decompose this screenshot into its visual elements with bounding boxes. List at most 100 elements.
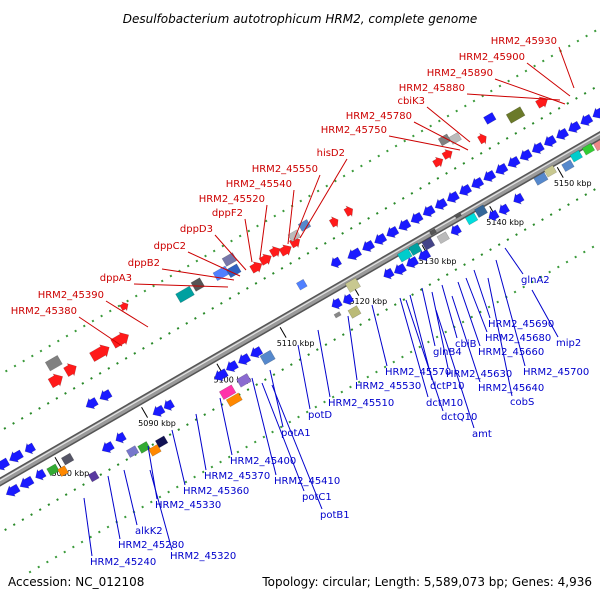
reverse-gene-label[interactable]: HRM2_45400 (230, 456, 296, 467)
gene-feature[interactable] (432, 155, 446, 170)
gene-feature[interactable] (0, 456, 11, 473)
gene-feature[interactable] (448, 223, 463, 238)
gene-feature[interactable] (268, 244, 283, 259)
gene-feature[interactable] (333, 311, 342, 319)
gene-feature[interactable] (87, 470, 100, 483)
gene-feature[interactable] (541, 134, 557, 150)
reverse-gene-label[interactable]: HRM2_45680 (485, 333, 551, 344)
reverse-gene-label[interactable]: HRM2_45690 (488, 319, 554, 330)
gene-feature[interactable] (481, 169, 497, 185)
forward-gene-label[interactable]: dppD3 (180, 224, 213, 235)
forward-gene-label[interactable]: HRM2_45930 (491, 36, 557, 47)
gene-feature[interactable] (483, 112, 497, 125)
gene-feature[interactable] (384, 225, 400, 241)
gene-feature[interactable] (372, 232, 388, 248)
gene-feature[interactable] (444, 190, 460, 206)
gene-feature[interactable] (359, 239, 376, 255)
gene-feature[interactable] (397, 247, 413, 263)
reverse-gene-label[interactable]: HRM2_45330 (155, 500, 221, 511)
gene-feature[interactable] (486, 208, 501, 223)
reverse-gene-label[interactable]: HRM2_45360 (183, 486, 249, 497)
gene-feature[interactable] (3, 482, 21, 499)
reverse-gene-label[interactable]: HRM2_45640 (478, 383, 544, 394)
gene-feature[interactable] (235, 352, 252, 368)
reverse-gene-label[interactable]: glnA2 (521, 275, 550, 286)
gene-feature[interactable] (17, 474, 35, 491)
gene-feature[interactable] (345, 246, 363, 263)
gene-feature[interactable] (396, 218, 412, 234)
gene-feature[interactable] (474, 204, 488, 218)
forward-gene-label[interactable]: HRM2_45750 (321, 125, 387, 136)
gene-feature[interactable] (44, 355, 63, 372)
reverse-gene-label[interactable]: HRM2_45700 (523, 367, 589, 378)
reverse-gene-label[interactable]: HRM2_45320 (170, 551, 236, 562)
forward-gene-label[interactable]: HRM2_45890 (427, 68, 493, 79)
forward-gene-label[interactable]: cbiK3 (397, 96, 425, 107)
reverse-gene-label[interactable]: potD (308, 410, 332, 421)
forward-gene-label[interactable]: HRM2_45380 (11, 306, 77, 317)
gene-feature[interactable] (63, 360, 80, 378)
gene-feature[interactable] (249, 259, 265, 275)
reverse-gene-label[interactable]: potA1 (281, 428, 311, 439)
reverse-gene-label[interactable]: HRM2_45280 (118, 540, 184, 551)
gene-feature[interactable] (297, 219, 312, 232)
gene-feature[interactable] (590, 106, 600, 122)
gene-feature[interactable] (436, 231, 450, 245)
gene-feature[interactable] (328, 255, 343, 270)
gene-feature[interactable] (60, 452, 75, 466)
gene-feature[interactable] (511, 191, 526, 206)
gene-feature[interactable] (175, 285, 195, 304)
reverse-gene-label[interactable]: glnB4 (433, 347, 462, 358)
gene-feature[interactable] (432, 197, 448, 213)
gene-feature[interactable] (561, 159, 575, 173)
gene-feature[interactable] (0, 408, 2, 424)
gene-feature[interactable] (161, 398, 176, 413)
reverse-gene-label[interactable]: mip2 (556, 338, 581, 349)
gene-feature[interactable] (248, 345, 264, 361)
gene-feature[interactable] (344, 277, 361, 293)
reverse-gene-label[interactable]: dctM10 (426, 398, 463, 409)
reverse-gene-label[interactable]: cobS (510, 397, 534, 408)
gene-feature[interactable] (529, 141, 545, 157)
gene-feature[interactable] (225, 263, 242, 279)
gene-feature[interactable] (190, 277, 205, 292)
gene-feature[interactable] (381, 266, 396, 281)
forward-gene-label[interactable]: hisD2 (317, 148, 345, 159)
gene-feature[interactable] (569, 149, 583, 163)
gene-feature[interactable] (469, 176, 485, 192)
gene-feature[interactable] (57, 465, 69, 477)
gene-feature[interactable] (150, 403, 166, 419)
reverse-gene-label[interactable]: HRM2_45410 (274, 476, 340, 487)
reverse-gene-label[interactable]: cbiB (455, 339, 477, 350)
gene-feature[interactable] (328, 215, 341, 229)
forward-gene-label[interactable]: dppB2 (128, 258, 160, 269)
forward-gene-label[interactable]: dppA3 (100, 273, 132, 284)
forward-gene-label[interactable]: dppF2 (212, 208, 243, 219)
gene-feature[interactable] (47, 370, 66, 389)
forward-gene-label[interactable]: HRM2_45540 (226, 179, 292, 190)
forward-gene-label[interactable]: HRM2_45520 (199, 194, 265, 205)
gene-feature[interactable] (236, 373, 252, 388)
gene-feature[interactable] (505, 155, 521, 171)
forward-gene-label[interactable]: HRM2_45550 (252, 164, 318, 175)
gene-feature[interactable] (99, 440, 115, 456)
gene-feature[interactable] (211, 367, 229, 384)
gene-feature[interactable] (221, 252, 238, 267)
gene-feature[interactable] (566, 120, 582, 136)
reverse-gene-label[interactable]: potC1 (302, 492, 332, 503)
gene-feature[interactable] (476, 131, 489, 145)
gene-feature[interactable] (517, 148, 533, 164)
gene-feature[interactable] (408, 211, 424, 227)
gene-feature[interactable] (83, 396, 99, 412)
gene-feature[interactable] (441, 147, 455, 162)
gene-feature[interactable] (391, 262, 407, 278)
gene-feature[interactable] (448, 132, 462, 145)
gene-feature[interactable] (218, 384, 237, 400)
gene-feature[interactable] (343, 204, 356, 218)
gene-feature[interactable] (429, 228, 437, 236)
gene-feature[interactable] (295, 278, 308, 291)
reverse-gene-label[interactable]: HRM2_45530 (355, 381, 421, 392)
gene-feature[interactable] (464, 212, 479, 226)
gene-feature[interactable] (456, 183, 473, 199)
reverse-gene-label[interactable]: HRM2_45240 (90, 557, 156, 568)
